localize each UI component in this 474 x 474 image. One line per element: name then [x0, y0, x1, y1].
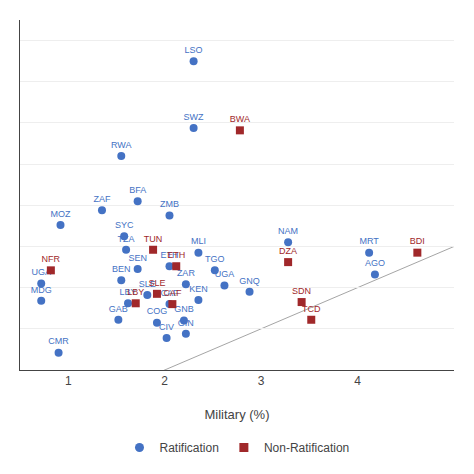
svg-text:LBY: LBY [127, 287, 144, 297]
svg-text:LBY: LBY [120, 287, 137, 297]
svg-text:CAF: CAF [163, 288, 182, 298]
svg-text:Military (%): Military (%) [205, 407, 270, 422]
svg-text:TCD: TCD [302, 304, 321, 314]
svg-text:BDI: BDI [410, 236, 425, 246]
svg-text:LSO: LSO [185, 45, 203, 55]
svg-text:SEN: SEN [128, 253, 147, 263]
svg-text:MRT: MRT [359, 236, 379, 246]
svg-text:SLE: SLE [139, 279, 156, 289]
svg-text:RWA: RWA [111, 140, 132, 150]
svg-text:GNQ: GNQ [239, 276, 260, 286]
svg-text:BEN: BEN [112, 264, 131, 274]
svg-text:SYC: SYC [115, 220, 134, 230]
svg-text:AGO: AGO [365, 258, 385, 268]
svg-text:ZAR: ZAR [177, 268, 196, 278]
svg-text:SLE: SLE [148, 278, 165, 288]
svg-text:ETH: ETH [167, 250, 185, 260]
svg-text:UGA: UGA [31, 267, 51, 277]
svg-text:BFA: BFA [129, 185, 146, 195]
svg-text:TGO: TGO [205, 254, 225, 264]
svg-text:TZA: TZA [118, 234, 135, 244]
svg-text:GNB: GNB [174, 304, 194, 314]
svg-text:GIN: GIN [178, 318, 194, 328]
svg-text:MOZ: MOZ [51, 209, 71, 219]
svg-text:COG: COG [147, 306, 168, 316]
svg-text:CAF: CAF [160, 288, 179, 298]
svg-text:KEN: KEN [189, 284, 208, 294]
svg-text:UGA: UGA [215, 269, 235, 279]
svg-text:ZMB: ZMB [160, 199, 179, 209]
svg-text:3: 3 [258, 374, 265, 388]
svg-text:TUN: TUN [144, 234, 163, 244]
svg-text:BWA: BWA [230, 114, 250, 124]
svg-text:SWZ: SWZ [184, 112, 204, 122]
svg-text:Non-Ratification: Non-Ratification [264, 441, 349, 455]
svg-text:MLI: MLI [191, 236, 206, 246]
svg-text:MDG: MDG [31, 285, 52, 295]
svg-text:GAB: GAB [109, 304, 128, 314]
svg-text:CMR: CMR [48, 336, 69, 346]
svg-text:2: 2 [161, 374, 168, 388]
svg-text:DZA: DZA [279, 246, 297, 256]
svg-text:4: 4 [354, 374, 361, 388]
svg-text:NAM: NAM [278, 226, 298, 236]
svg-text:SDN: SDN [292, 286, 311, 296]
svg-text:ZAF: ZAF [93, 194, 111, 204]
svg-text:1: 1 [65, 374, 72, 388]
svg-text:ETH: ETH [160, 250, 178, 260]
svg-text:Ratification: Ratification [160, 441, 219, 455]
svg-text:NFR: NFR [42, 254, 61, 264]
svg-text:CIV: CIV [159, 322, 174, 332]
